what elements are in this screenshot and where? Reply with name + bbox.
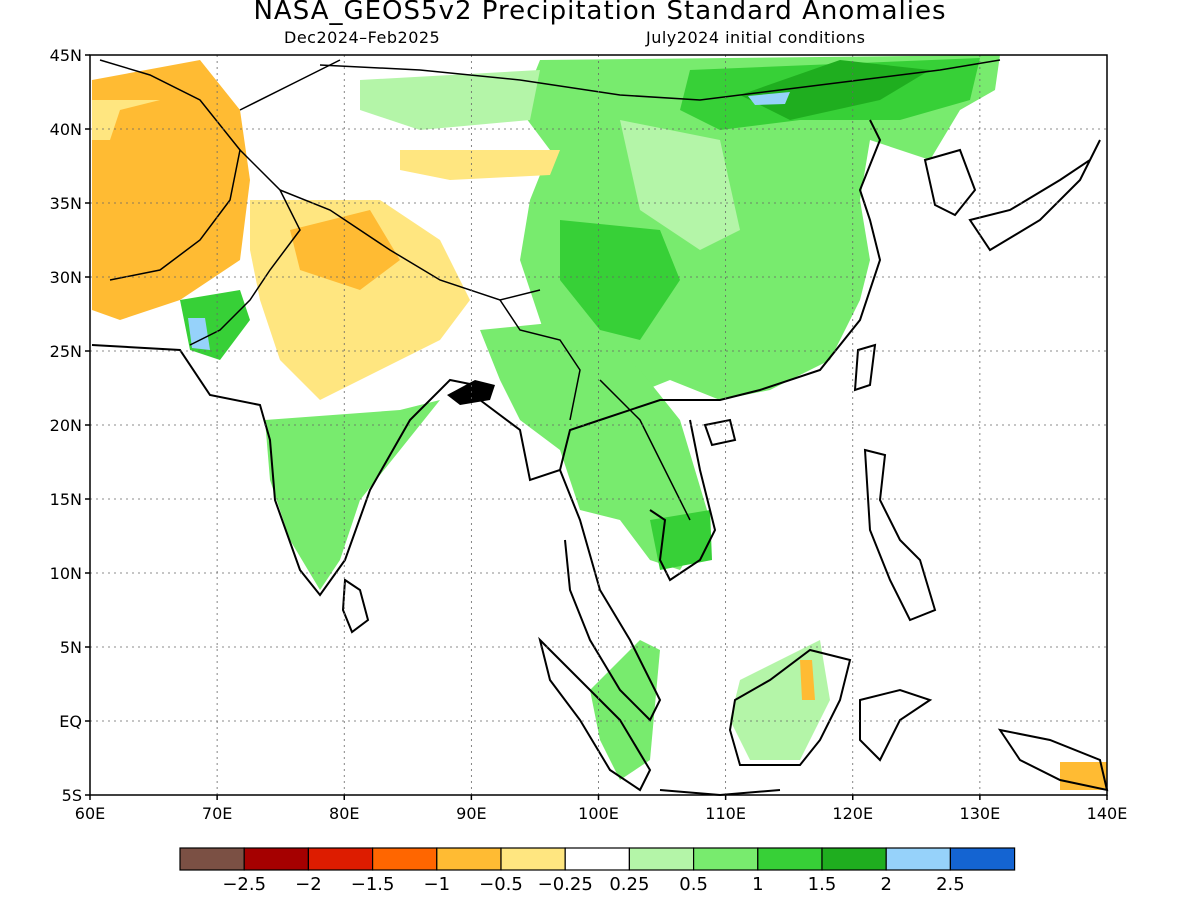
x-tick-label: 130E <box>960 804 1001 823</box>
y-tick-label: 5N <box>60 638 82 657</box>
colorbar-label: −2.5 <box>222 874 266 895</box>
x-axis: 60E 70E 80E 90E 100E 110E 120E 130E 140E <box>75 795 1128 823</box>
y-tick-label: 20N <box>50 416 82 435</box>
colorbar: −2.5 −2 −1.5 −1 −0.5 −0.25 0.25 0.5 1 1.5 2 2.5 <box>179 847 1016 895</box>
y-tick-label: 45N <box>50 46 82 65</box>
colorbar-swatch <box>949 847 1016 871</box>
coastlines <box>91 119 1109 797</box>
coastline-japan <box>968 139 1101 252</box>
x-tick-label: 100E <box>578 804 619 823</box>
coastline-sumatra <box>538 636 652 792</box>
y-tick-label: 15N <box>50 490 82 509</box>
coastline-borneo <box>728 648 852 766</box>
political-borders <box>99 59 1001 521</box>
y-tick-label: 40N <box>50 120 82 139</box>
colorbar-swatch <box>757 847 823 871</box>
border-india-china <box>279 189 541 301</box>
coastline-india <box>91 344 481 597</box>
colorbar-label: −2 <box>295 874 322 895</box>
colorbar-label: 0.25 <box>609 874 649 895</box>
coastline-indochina <box>559 469 662 722</box>
coastline-sulawesi <box>859 688 933 762</box>
coastline-hainan <box>703 418 737 447</box>
anomaly-region-nepal <box>290 210 400 290</box>
anomaly-region-indochina <box>480 320 710 570</box>
colorbar-swatch <box>307 847 374 871</box>
colorbar-label: −1.5 <box>351 874 395 895</box>
coastline-korea <box>923 148 977 217</box>
colorbar-swatch <box>564 847 631 871</box>
anomaly-region-sumatra <box>590 640 660 780</box>
colorbar-label: 2 <box>880 874 891 895</box>
y-tick-label: 35N <box>50 194 82 213</box>
colorbar-swatch <box>243 847 309 871</box>
coastline-taiwan <box>853 343 877 392</box>
anomaly-region-cambodia <box>650 510 712 570</box>
colorbar-swatch <box>179 847 245 871</box>
border-mongolia <box>319 59 1001 101</box>
x-tick-label: 80E <box>329 804 359 823</box>
anomaly-region-tibet <box>360 70 540 130</box>
x-tick-label: 60E <box>75 804 105 823</box>
x-tick-label: 70E <box>202 804 232 823</box>
colorbar-label: 1.5 <box>808 874 837 895</box>
colorbar-swatch <box>628 847 695 871</box>
colorbar-swatch <box>821 847 887 871</box>
anomaly-region-pakistan-peak <box>188 318 210 350</box>
subtitle-period: Dec2024–Feb2025 <box>284 28 441 47</box>
y-axis: 45N 40N 35N 30N 25N 20N 15N 10N 5N EQ 5S <box>50 46 90 805</box>
colorbar-label: 1 <box>752 874 763 895</box>
anomaly-region-afghanistan-edge <box>92 100 160 140</box>
subtitle-init: July2024 initial conditions <box>646 28 866 47</box>
anomaly-region-north-china-light <box>620 120 740 250</box>
y-tick-label: 10N <box>50 564 82 583</box>
anomaly-region-afghanistan <box>92 60 250 320</box>
anomaly-region-tibet-dry <box>400 150 560 180</box>
anomaly-region-mongolia-core <box>740 60 930 120</box>
y-tick-label: 25N <box>50 342 82 361</box>
colorbar-label: 2.5 <box>936 874 965 895</box>
colorbar-swatch <box>692 847 759 871</box>
border-burma <box>499 299 581 421</box>
colorbar-label: −0.5 <box>479 874 523 895</box>
map-title: NASA_GEOS5v2 Precipitation Standard Anom… <box>253 0 947 26</box>
colorbar-label: −0.25 <box>538 874 593 895</box>
border-kazakh <box>239 59 341 111</box>
coastline-bay-east <box>479 119 882 482</box>
coastline-sri-lanka <box>341 578 370 634</box>
x-tick-label: 120E <box>832 804 873 823</box>
x-tick-label: 110E <box>705 804 746 823</box>
anomaly-region-mongolia-peak <box>748 92 790 105</box>
colorbar-swatch <box>436 847 502 871</box>
anomaly-region-borneo-dry <box>800 660 815 700</box>
colorbar-swatch <box>885 847 952 871</box>
y-tick-label: 30N <box>50 268 82 287</box>
x-tick-label: 90E <box>456 804 486 823</box>
colorbar-label: −1 <box>424 874 451 895</box>
y-tick-label: 5S <box>62 786 82 805</box>
x-tick-label: 140E <box>1087 804 1128 823</box>
colorbar-swatch <box>500 847 566 871</box>
colorbar-swatch <box>372 847 438 871</box>
anomaly-region-china-south <box>560 220 680 340</box>
colorbar-label: 0.5 <box>679 874 708 895</box>
anomaly-region-south-india <box>265 400 440 590</box>
coastline-vietnam <box>649 419 717 582</box>
border-laos <box>599 379 691 521</box>
coastline-philippines <box>863 448 937 622</box>
border-afghanistan <box>99 59 241 281</box>
anomaly-shading <box>92 55 1107 790</box>
y-tick-label: EQ <box>59 712 82 731</box>
gridlines <box>90 55 1107 795</box>
